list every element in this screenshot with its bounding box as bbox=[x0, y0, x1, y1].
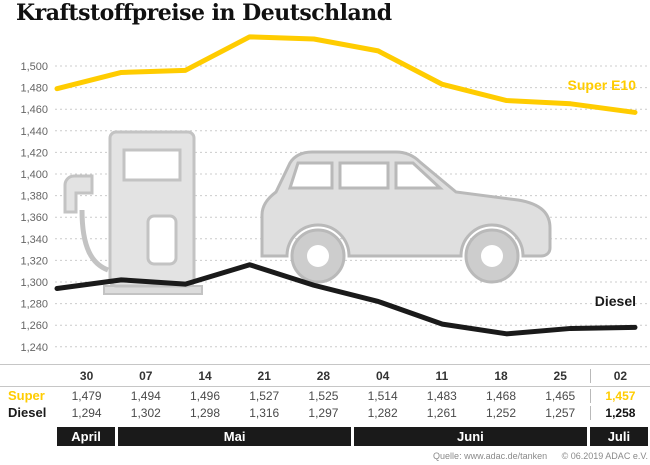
pump-display bbox=[122, 148, 182, 182]
car-body bbox=[260, 150, 552, 258]
diesel-series-label: Diesel bbox=[595, 293, 636, 309]
car-illustration bbox=[260, 150, 552, 284]
diesel-price: 1,282 bbox=[367, 405, 398, 420]
y-tick-label: 1,460 bbox=[20, 104, 48, 116]
super-price: 1,514 bbox=[367, 388, 398, 403]
car-rear-hub bbox=[307, 245, 329, 267]
diesel-price: 1,294 bbox=[71, 405, 102, 420]
week-number: 07 bbox=[139, 368, 153, 383]
page-title: Kraftstoffpreise in Deutschland bbox=[16, 0, 392, 26]
car-middle-window bbox=[338, 161, 390, 190]
copyright-text: © 06.2019 ADAC e.V. bbox=[561, 451, 648, 461]
source-note: Quelle: www.adac.de/tanken © 06.2019 ADA… bbox=[421, 451, 648, 461]
week-number: 14 bbox=[198, 368, 212, 383]
week-header-row: 30 07 14 21 28 04 11 18 25 02 bbox=[0, 364, 650, 387]
y-tick-label: 1,500 bbox=[20, 61, 48, 73]
super-e10-line bbox=[54, 34, 638, 115]
week-number: 21 bbox=[257, 368, 271, 383]
y-tick-label: 1,300 bbox=[20, 277, 48, 289]
super-price: 1,525 bbox=[308, 388, 339, 403]
week-number: 02 bbox=[589, 368, 650, 383]
pump-nozzle bbox=[63, 174, 94, 214]
y-tick-label: 1,420 bbox=[20, 147, 48, 159]
week-number: 28 bbox=[316, 368, 331, 383]
super-price: 1,494 bbox=[130, 388, 161, 403]
week-number: 25 bbox=[553, 368, 567, 383]
diesel-row-label: Diesel bbox=[8, 405, 47, 420]
y-axis-labels: 1,500 1,480 1,460 1,440 1,420 1,400 1,380 1,360… bbox=[20, 61, 48, 354]
y-tick-label: 1,360 bbox=[20, 212, 48, 224]
month-band-mai: Mai bbox=[118, 427, 351, 446]
y-tick-label: 1,260 bbox=[20, 320, 48, 332]
diesel-price: 1,298 bbox=[189, 405, 221, 420]
super-price: 1,483 bbox=[426, 388, 457, 403]
price-chart: 1,500 1,480 1,460 1,440 1,420 1,400 1,380 1,360… bbox=[20, 34, 648, 354]
week-number: 11 bbox=[435, 368, 449, 383]
month-axis: April Mai Juni Juli bbox=[57, 427, 648, 446]
y-tick-label: 1,240 bbox=[20, 342, 48, 354]
y-tick-label: 1,280 bbox=[20, 299, 48, 311]
pump-holster bbox=[146, 214, 178, 266]
y-tick-label: 1,340 bbox=[20, 234, 48, 246]
diesel-price: 1,261 bbox=[426, 405, 457, 420]
super-price: 1,465 bbox=[545, 388, 576, 403]
super-row-label: Super bbox=[8, 388, 45, 403]
y-tick-label: 1,440 bbox=[20, 126, 48, 138]
diesel-price: 1,257 bbox=[545, 405, 576, 420]
month-band-april: April bbox=[57, 427, 116, 446]
diesel-price: 1,252 bbox=[486, 405, 517, 420]
car-rear-window bbox=[287, 161, 334, 190]
price-table: 30 07 14 21 28 04 11 18 25 02 Super 1,479 1,494 1,4… bbox=[0, 364, 650, 421]
super-price: 1,457 bbox=[589, 388, 650, 403]
diesel-row: Diesel 1,294 1,302 1,298 1,316 1,297 1,282 1,2… bbox=[0, 404, 650, 421]
y-tick-label: 1,400 bbox=[20, 169, 48, 181]
y-tick-label: 1,320 bbox=[20, 255, 48, 267]
y-tick-label: 1,480 bbox=[20, 83, 48, 95]
car-windshield bbox=[394, 161, 444, 190]
week-number: 04 bbox=[375, 368, 390, 383]
pump-hose bbox=[79, 209, 110, 273]
super-price: 1,527 bbox=[249, 388, 280, 403]
super-e10-series-label: Super E10 bbox=[568, 77, 637, 93]
diesel-line bbox=[54, 262, 638, 337]
diesel-price: 1,316 bbox=[249, 405, 280, 420]
super-price: 1,496 bbox=[189, 388, 221, 403]
car-front-hub bbox=[481, 245, 503, 267]
fuel-pump-illustration bbox=[63, 130, 203, 295]
week-number: 18 bbox=[494, 368, 508, 383]
source-text: Quelle: www.adac.de/tanken bbox=[433, 451, 548, 461]
month-band-juni: Juni bbox=[354, 427, 587, 446]
diesel-price: 1,302 bbox=[130, 405, 161, 420]
super-price: 1,468 bbox=[486, 388, 517, 403]
week-number: 30 bbox=[79, 368, 94, 383]
super-price: 1,479 bbox=[71, 388, 102, 403]
y-tick-label: 1,380 bbox=[20, 191, 48, 203]
diesel-price: 1,297 bbox=[308, 405, 339, 420]
month-band-juli: Juli bbox=[589, 427, 648, 446]
super-row: Super 1,479 1,494 1,496 1,527 1,525 1,514 1,48… bbox=[0, 387, 650, 404]
diesel-price: 1,258 bbox=[589, 405, 650, 420]
